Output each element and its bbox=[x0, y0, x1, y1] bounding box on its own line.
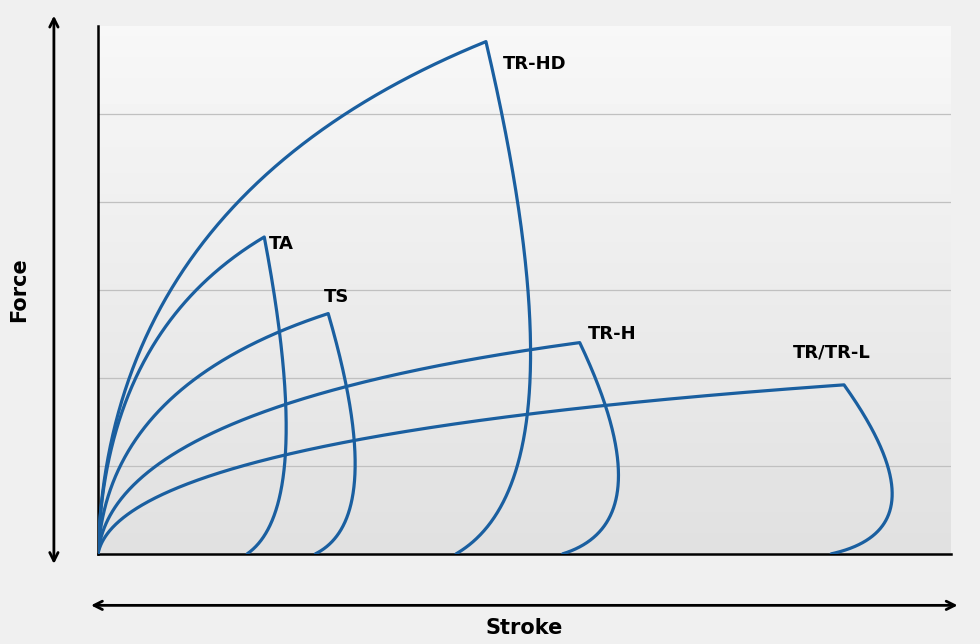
Text: TR-H: TR-H bbox=[588, 325, 637, 343]
Text: TR/TR-L: TR/TR-L bbox=[793, 343, 870, 361]
Text: TR-HD: TR-HD bbox=[503, 55, 566, 73]
Text: TA: TA bbox=[269, 235, 293, 253]
Text: Stroke: Stroke bbox=[486, 618, 563, 638]
Text: Force: Force bbox=[10, 258, 29, 322]
Text: TS: TS bbox=[324, 288, 349, 306]
